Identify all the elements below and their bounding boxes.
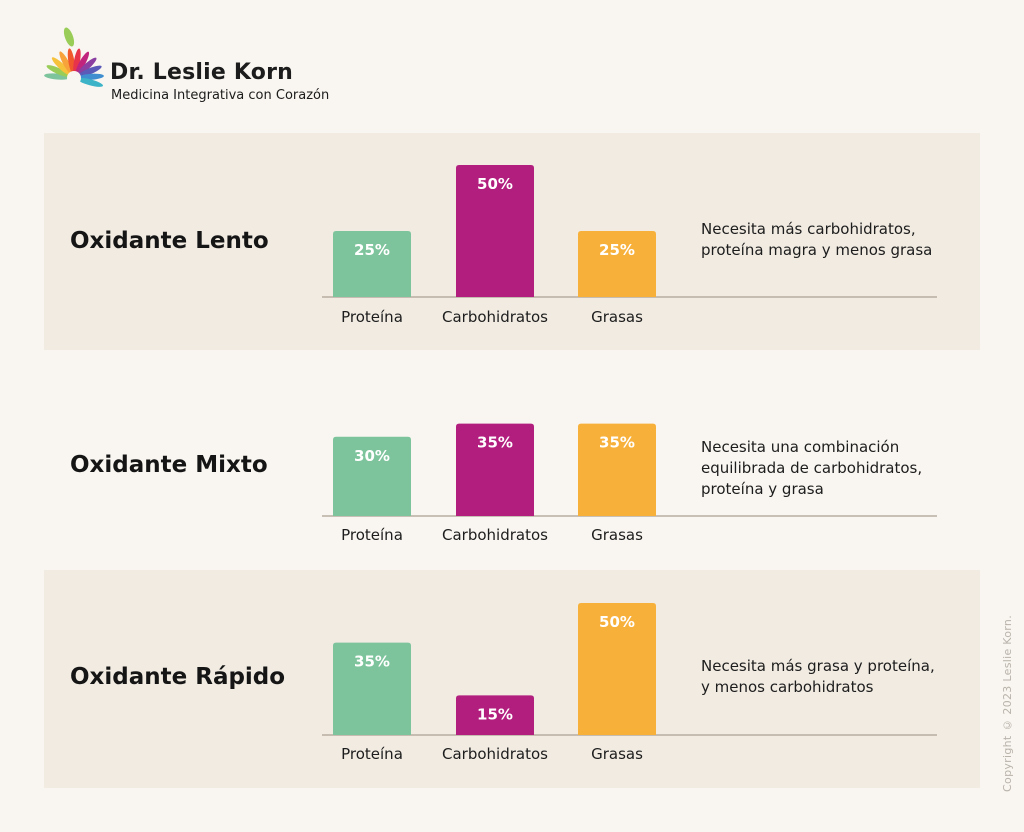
category-label: Proteína (341, 526, 403, 544)
brand-name: Dr. Leslie Korn (110, 60, 293, 85)
bar (456, 165, 534, 297)
category-label: Carbohidratos (442, 526, 548, 544)
copyright-notice: Copyright © 2023 Leslie Korn. (1001, 615, 1014, 792)
data-label: 50% (599, 613, 635, 631)
panel-title: Oxidante Mixto (70, 452, 268, 478)
panel-title: Oxidante Rápido (70, 664, 286, 690)
category-label: Grasas (591, 526, 643, 544)
data-label: 30% (354, 447, 390, 465)
bar (456, 695, 534, 735)
description-line: Necesita más carbohidratos, (701, 220, 916, 238)
brand-header: Dr. Leslie Korn Medicina Integrativa con… (40, 22, 360, 112)
logo-petal (51, 57, 72, 76)
logo-petal (67, 48, 75, 75)
bar (456, 423, 534, 516)
category-label: Proteína (341, 745, 403, 763)
category-label: Carbohidratos (442, 745, 548, 763)
logo-petal (59, 51, 73, 75)
sunburst-logo-icon (44, 27, 104, 87)
bar (578, 603, 656, 735)
panel-description: Necesita más grasa y proteína, y menos c… (701, 656, 961, 698)
description-line: y menos carbohidratos (701, 678, 874, 696)
logo-center (67, 71, 81, 85)
logo-petal (76, 57, 97, 76)
category-label: Proteína (341, 308, 403, 326)
logo-petal (77, 65, 102, 78)
description-line: proteína y grasa (701, 480, 824, 498)
logo-petal (77, 77, 104, 87)
data-label: 35% (354, 653, 390, 671)
description-line: Necesita una combinación (701, 438, 900, 456)
bar (333, 436, 411, 516)
panel-description: Necesita una combinación equilibrada de … (701, 437, 961, 500)
bar (578, 423, 656, 516)
category-label: Carbohidratos (442, 308, 548, 326)
bar (333, 231, 411, 297)
data-label: 25% (354, 241, 390, 259)
category-label: Grasas (591, 308, 643, 326)
data-label: 35% (599, 434, 635, 452)
brand-tagline: Medicina Integrativa con Corazón (111, 88, 330, 103)
panel-oxidante-rapido: Oxidante Rápido 35% Proteína 15% Carbohidra… (44, 570, 980, 788)
logo-petal (46, 65, 71, 78)
panel-oxidante-mixto: Oxidante Mixto 30% Proteína 35% Carbohidrat… (44, 352, 980, 568)
panel-description: Necesita más carbohidratos, proteína mag… (701, 219, 961, 261)
macro-bar-chart: 25% Proteína 50% Carbohidratos 25% Grasas (322, 165, 937, 326)
bar (578, 231, 656, 297)
category-label: Grasas (591, 745, 643, 763)
description-line: equilibrada de carbohidratos, (701, 459, 923, 477)
logo-petal (75, 51, 90, 75)
data-label: 50% (477, 175, 513, 193)
panel-title: Oxidante Lento (70, 228, 269, 254)
data-label: 35% (477, 434, 513, 452)
macro-bar-chart: 35% Proteína 15% Carbohidratos 50% Grasas (322, 603, 937, 763)
logo-petal (73, 48, 81, 75)
description-line: proteína magra y menos grasa (701, 241, 933, 259)
description-line: Necesita más grasa y proteína, (701, 657, 935, 675)
data-label: 25% (599, 241, 635, 259)
panel-oxidante-lento: Oxidante Lento 25% Proteína 50% Carbohidrat… (44, 133, 980, 350)
bar (333, 642, 411, 735)
logo-leaf (63, 27, 75, 47)
macro-bar-chart: 30% Proteína 35% Carbohidratos 35% Grasas (322, 423, 937, 544)
data-label: 15% (477, 705, 513, 723)
